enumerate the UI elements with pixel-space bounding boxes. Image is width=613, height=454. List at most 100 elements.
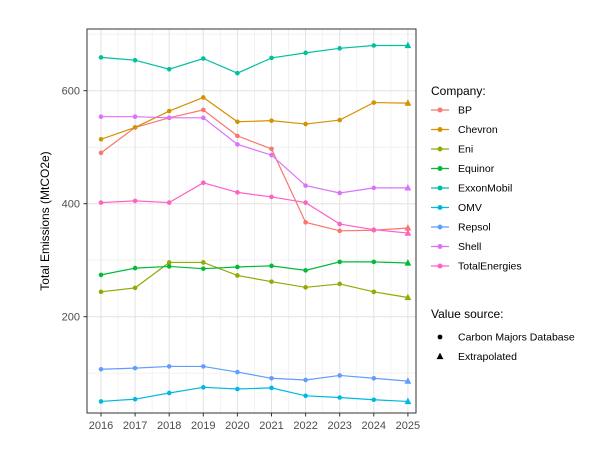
data-point	[201, 107, 206, 113]
data-point	[166, 264, 172, 269]
data-point	[269, 194, 274, 200]
legend-item-label: Chevron	[458, 124, 498, 136]
legend-key-point	[437, 127, 443, 132]
legend-item-label: TotalEnergies	[458, 261, 522, 273]
data-point	[303, 220, 308, 225]
data-point-extrapolated	[404, 183, 412, 191]
series-omv	[98, 385, 412, 405]
data-point	[303, 393, 308, 399]
data-point	[337, 190, 343, 196]
legend-key-point	[437, 244, 443, 249]
data-point	[303, 200, 308, 205]
series-totalenergies	[98, 180, 412, 236]
data-point	[269, 279, 274, 284]
legend-item-omv: OMV	[431, 202, 482, 214]
legend-item-totalenergies: TotalEnergies	[431, 261, 522, 273]
series-line	[100, 109, 408, 232]
legend-item-label: OMV	[458, 202, 482, 214]
legend-company-items: BP Chevron Eni Equinor ExxonMobil OMV Repsol Sh…	[431, 105, 522, 273]
data-point	[235, 190, 240, 195]
data-point	[166, 66, 172, 72]
data-point	[235, 133, 240, 139]
data-point	[98, 200, 104, 205]
data-point	[132, 396, 138, 402]
data-point	[269, 152, 274, 158]
data-point	[201, 266, 206, 271]
data-point	[166, 260, 172, 265]
data-point	[269, 146, 274, 152]
data-point	[132, 198, 138, 204]
legend-key-point	[437, 146, 443, 152]
series-line	[100, 182, 408, 234]
data-point	[98, 399, 104, 404]
legend-key-point	[437, 263, 443, 269]
y-tick-label: 200	[62, 312, 80, 324]
data-point	[303, 50, 308, 56]
series-line	[100, 44, 408, 74]
x-tick-label: 2022	[293, 420, 317, 432]
data-point	[201, 115, 206, 121]
data-point-extrapolated	[404, 229, 412, 236]
circle-key-icon	[437, 334, 443, 340]
legend-item-chevron: Chevron	[431, 124, 498, 136]
series-line	[100, 261, 408, 299]
data-point	[98, 55, 104, 60]
data-point	[132, 57, 138, 63]
data-point	[371, 289, 377, 295]
data-point	[269, 118, 274, 123]
data-point	[269, 385, 274, 391]
x-tick-label: 2025	[396, 420, 420, 432]
series-chevron	[98, 95, 412, 142]
data-point	[235, 273, 240, 278]
legend-key-point	[437, 166, 443, 171]
legend-source-label: Extrapolated	[458, 351, 517, 363]
legend-key-point	[437, 107, 443, 113]
data-point	[201, 364, 206, 369]
series-line	[100, 96, 408, 140]
legend-source-label: Carbon Majors Database	[458, 332, 575, 344]
x-tick-label: 2021	[259, 420, 283, 432]
legend-key-point	[437, 224, 443, 230]
data-point	[371, 227, 377, 232]
legend-item-eni: Eni	[431, 144, 473, 156]
plot-panel-border	[86, 28, 417, 414]
series-repsol	[98, 364, 412, 384]
data-point	[201, 260, 206, 265]
data-point	[371, 43, 377, 48]
legend-source-items: Carbon Majors Database Extrapolated	[436, 332, 575, 363]
data-point	[337, 395, 343, 400]
data-point	[132, 365, 138, 371]
legend-item-shell: Shell	[431, 241, 481, 253]
series-shell	[98, 114, 412, 196]
data-point	[371, 375, 377, 381]
data-point	[98, 150, 104, 156]
data-point	[371, 397, 377, 403]
data-point-extrapolated	[404, 99, 412, 106]
data-point	[303, 121, 308, 127]
data-point	[303, 285, 308, 290]
y-tick-label: 400	[62, 199, 80, 211]
legend-source-title: Value source:	[431, 307, 504, 321]
panel-border	[86, 28, 417, 414]
legend-company-title: Company:	[431, 84, 486, 98]
data-point	[303, 377, 308, 383]
x-tick-label: 2023	[327, 420, 351, 432]
data-point	[337, 373, 343, 378]
data-point	[337, 46, 343, 51]
data-point	[337, 281, 343, 287]
data-point	[98, 136, 104, 142]
data-point	[269, 55, 274, 61]
data-point	[98, 289, 104, 295]
data-point	[269, 263, 274, 269]
data-point	[166, 115, 172, 121]
data-point	[98, 272, 104, 278]
data-point	[201, 56, 206, 61]
series-line	[100, 386, 408, 403]
data-point	[371, 259, 377, 265]
legend-item-equinor: Equinor	[431, 163, 495, 175]
legend-item-label: Shell	[458, 241, 481, 253]
data-point	[303, 268, 308, 273]
y-axis-title: Total Emissions (MtCO2e)	[38, 151, 52, 290]
data-point	[166, 364, 172, 369]
